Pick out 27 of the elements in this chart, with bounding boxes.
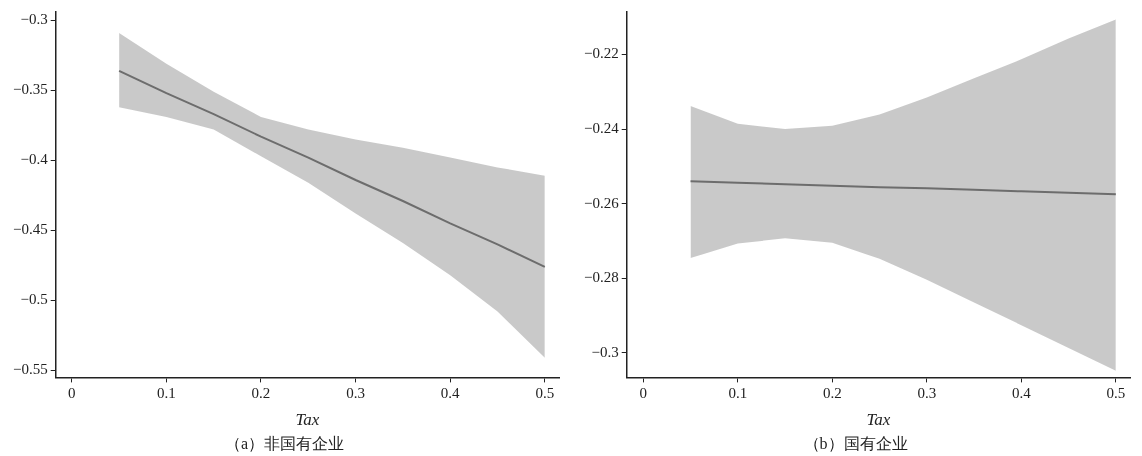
y-tick-label: −0.5: [20, 291, 48, 308]
x-tick-label: 0.5: [1106, 385, 1126, 402]
y-tick-label: −0.4: [20, 151, 49, 168]
y-tick-label: −0.35: [12, 81, 48, 98]
x-tick-label: 0.2: [822, 385, 842, 402]
x-tick-label: 0.1: [157, 385, 176, 402]
x-tick-label: 0.3: [346, 385, 365, 402]
y-tick-label: −0.45: [12, 221, 48, 238]
x-axis-title: Tax: [295, 410, 320, 430]
x-tick-label: 0.4: [1011, 385, 1032, 402]
y-tick-label: −0.22: [583, 45, 619, 62]
x-tick-label: 0.1: [728, 385, 748, 402]
y-tick-label: −0.3: [591, 343, 619, 360]
x-tick-label: 0: [68, 385, 76, 402]
y-tick-label: −0.26: [583, 194, 620, 211]
x-tick-label: 0.2: [251, 385, 271, 402]
x-tick-label: 0.3: [917, 385, 937, 402]
y-tick-label: −0.28: [583, 269, 619, 286]
text: （a）非国有企业: [224, 434, 345, 452]
text: （b）国有企业: [803, 434, 908, 452]
x-tick-label: 0: [639, 385, 647, 402]
y-tick-label: −0.3: [20, 11, 48, 28]
x-tick-label: 0.4: [440, 385, 461, 402]
y-tick-label: −0.55: [12, 361, 48, 378]
x-axis-title: Tax: [866, 410, 891, 430]
y-tick-label: −0.24: [583, 120, 620, 137]
x-tick-label: 0.5: [535, 385, 555, 402]
